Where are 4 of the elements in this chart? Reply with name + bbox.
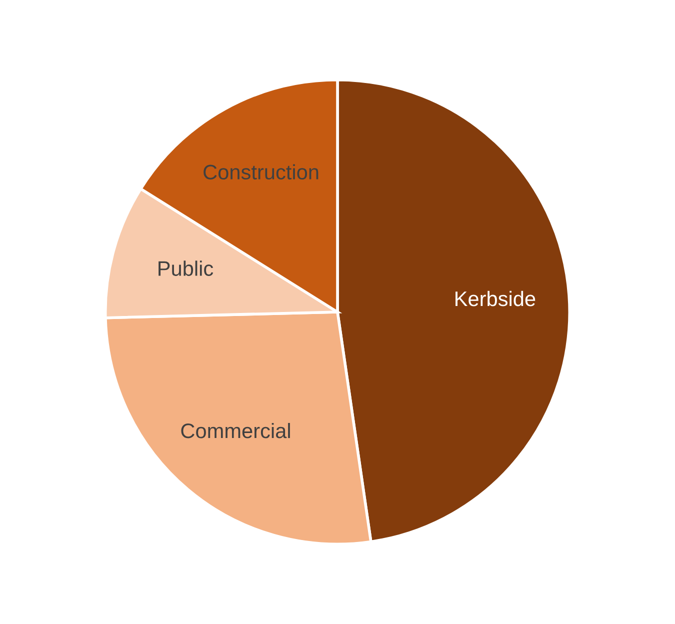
slice-label: Public [158, 260, 214, 276]
slice-label: Construction [204, 164, 318, 180]
slice-label: Kerbside [456, 290, 536, 306]
slice-label: Commercial [181, 422, 290, 438]
